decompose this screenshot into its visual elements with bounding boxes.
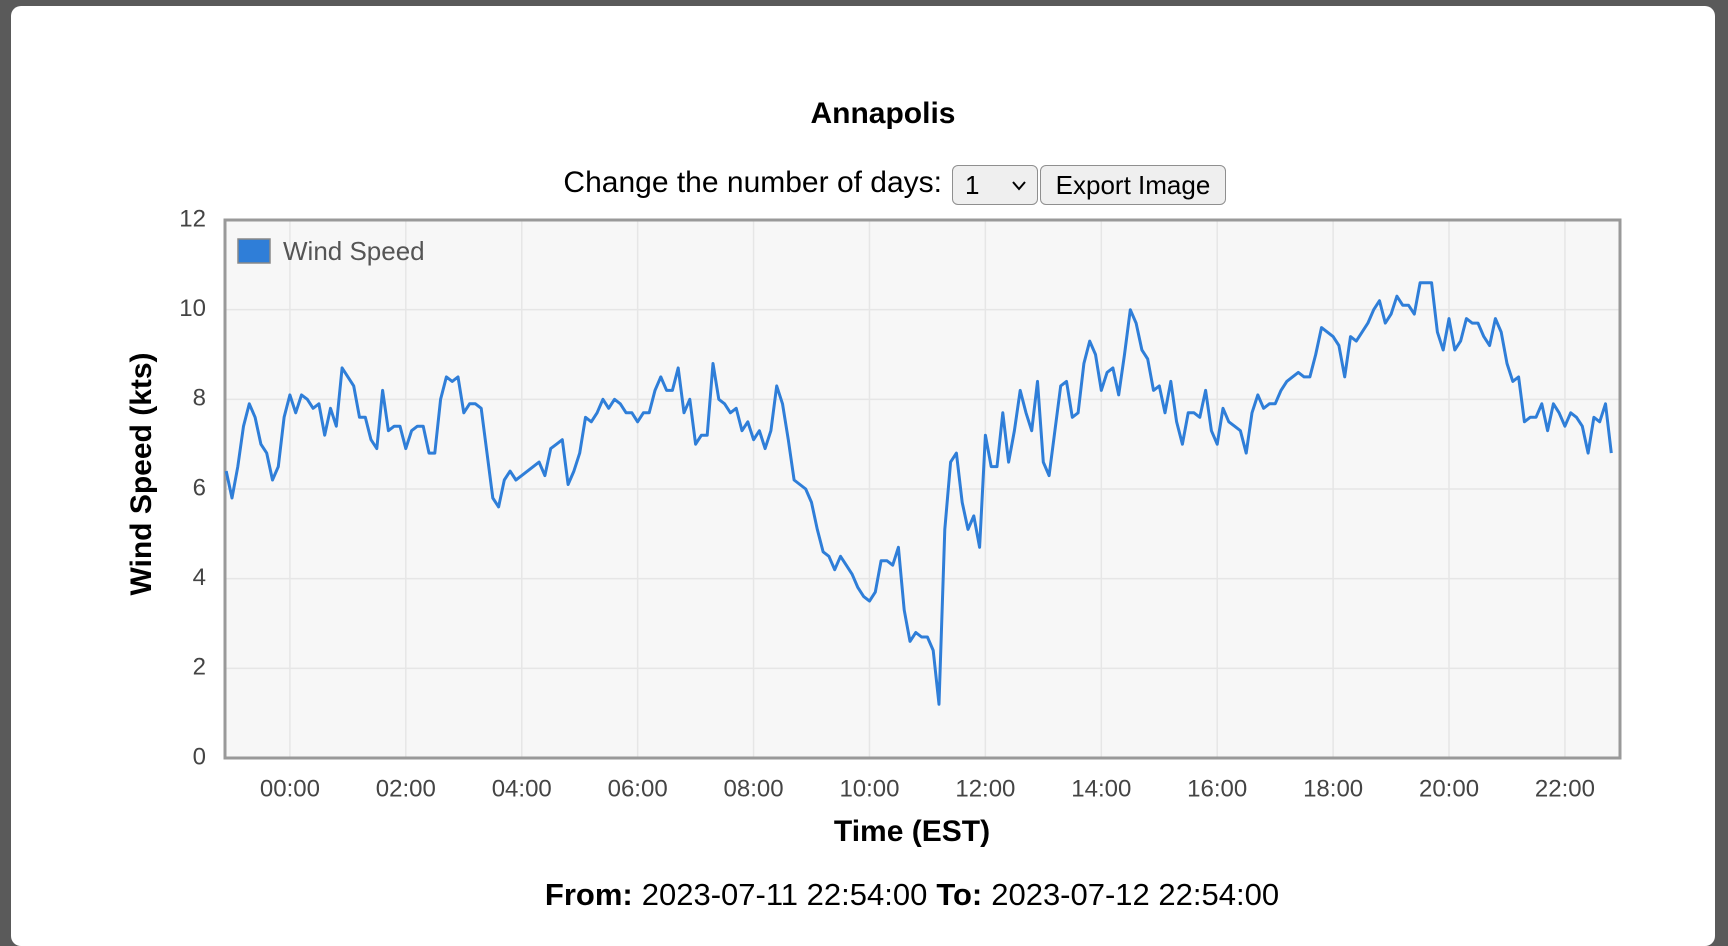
footer-to: 2023-07-12 22:54:00 (991, 877, 1279, 912)
x-tick-label: 06:00 (608, 775, 668, 802)
chart-title: Annapolis (810, 97, 955, 130)
x-tick-label: 20:00 (1419, 775, 1479, 802)
x-tick-label: 00:00 (260, 775, 320, 802)
y-tick-label: 4 (193, 564, 206, 591)
legend-swatch (237, 238, 271, 264)
y-axis-title: Wind Speed (kts) (125, 352, 158, 595)
x-tick-label: 12:00 (955, 775, 1015, 802)
footer-to-label: To: (936, 877, 982, 912)
x-tick-label: 04:00 (492, 775, 552, 802)
x-tick-label: 14:00 (1071, 775, 1131, 802)
x-tick-label: 18:00 (1303, 775, 1363, 802)
y-tick-label: 8 (193, 385, 206, 412)
y-tick-label: 10 (179, 295, 206, 322)
export-button[interactable]: Export Image (1040, 165, 1226, 205)
footer-from-label: From: (545, 877, 633, 912)
days-select[interactable]: 1 (952, 165, 1038, 205)
line-series (224, 281, 1613, 706)
x-tick-label: 10:00 (839, 775, 899, 802)
y-tick-label: 6 (193, 474, 206, 501)
footer-from: 2023-07-11 22:54:00 (642, 877, 928, 912)
plot-border (223, 218, 1622, 760)
days-label: Change the number of days: (563, 166, 942, 199)
y-tick-label: 0 (193, 743, 206, 770)
x-axis-title: Time (EST) (834, 815, 990, 848)
footer: From: 2023-07-11 22:54:00 To: 2023-07-12 22… (545, 877, 1279, 912)
x-tick-label: 22:00 (1535, 775, 1595, 802)
x-tick-label: 02:00 (376, 775, 436, 802)
x-tick-label: 16:00 (1187, 775, 1247, 802)
days-value: 1 (965, 169, 980, 200)
y-tick-label: 12 (179, 205, 206, 232)
x-tick-label: 08:00 (724, 775, 784, 802)
legend-label: Wind Speed (283, 236, 425, 266)
y-tick-label: 2 (193, 654, 206, 681)
chevron (1012, 181, 1026, 191)
